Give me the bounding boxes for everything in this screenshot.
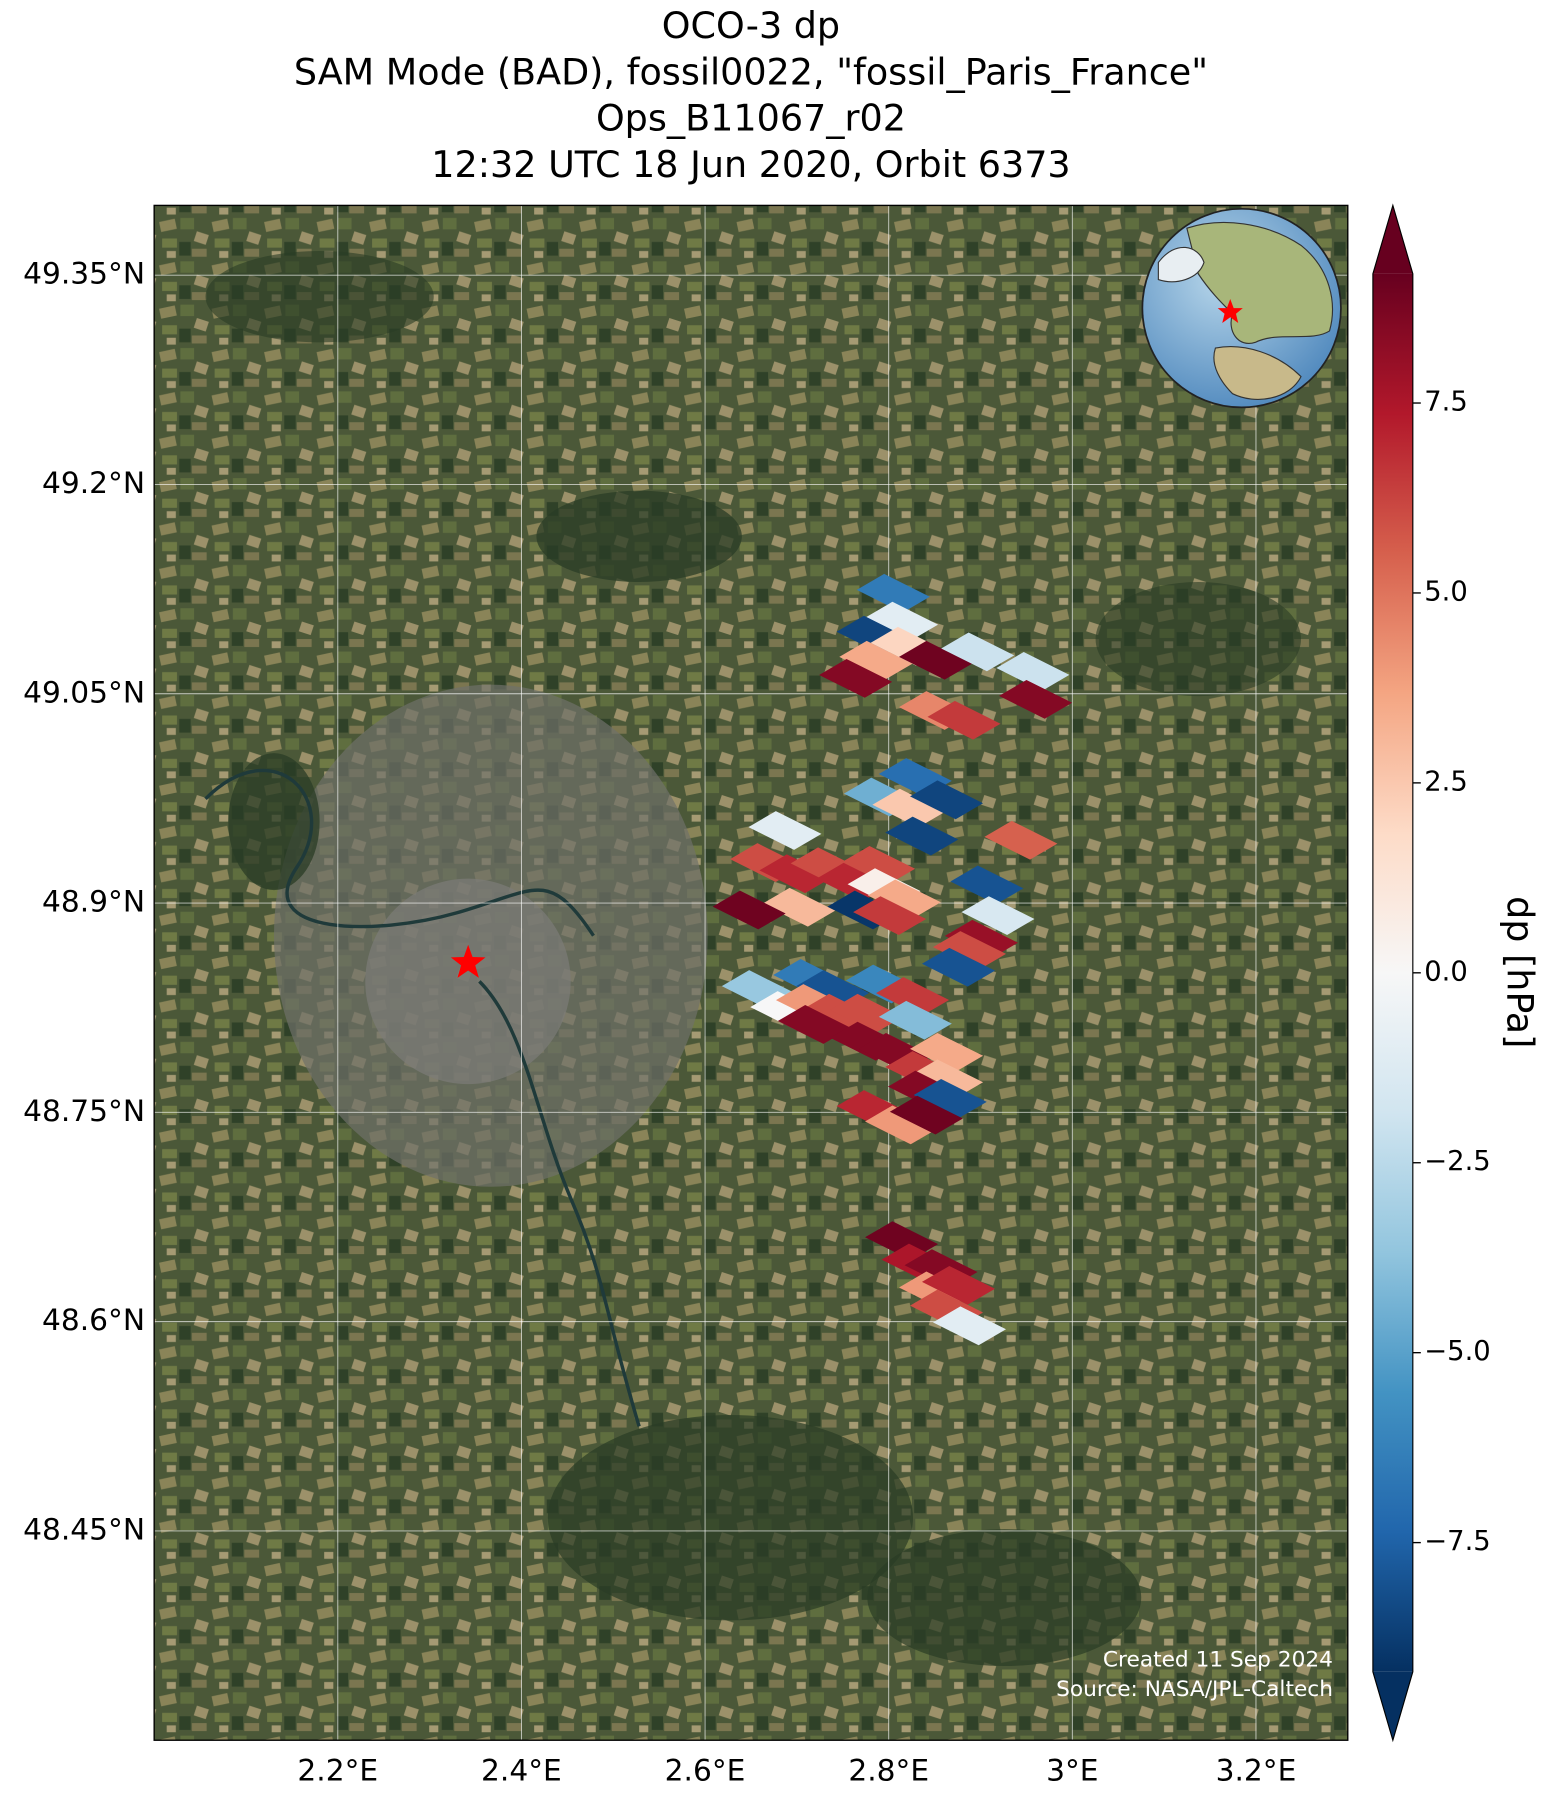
x-tick-label: 2.2°E (297, 1753, 378, 1788)
footprint (996, 652, 1070, 691)
globe-inset (1141, 207, 1342, 409)
x-tick-label: 2.4°E (481, 1753, 562, 1788)
footprint (913, 1078, 987, 1118)
footprint (932, 931, 1007, 970)
footprint (856, 573, 930, 613)
colorbar-body (1372, 273, 1413, 1672)
tick-labels: 2.2°E 2.4°E 2.6°E 2.8°E 3°E 3.2°E 49.35°N 49.2°… (23, 256, 1296, 1788)
footprint (984, 820, 1058, 860)
footprint (853, 896, 927, 936)
colorbar-tick-label: 0.0 (1424, 956, 1468, 987)
axes-frame (153, 204, 1349, 1741)
footprint (830, 993, 904, 1033)
footprint (927, 700, 1001, 740)
y-tick-label: 49.2°N (42, 465, 145, 500)
title-line: Ops_B11067_r02 (596, 96, 906, 139)
footprint (950, 865, 1024, 905)
y-tick-label: 48.75°N (23, 1093, 145, 1128)
footprint (910, 1032, 984, 1072)
footprint (921, 947, 995, 987)
footprint (921, 1265, 995, 1305)
footprint (876, 977, 950, 1016)
footprint (865, 1105, 939, 1145)
footprint (932, 1306, 1007, 1346)
colorbar: −7.5 −5.0 −2.5 0.0 2.5 5.0 7.5 (1372, 203, 1491, 1743)
colorbar-extend (1372, 205, 1413, 274)
y-tick-label: 49.35°N (23, 256, 145, 291)
footprint (762, 887, 836, 927)
y-tick-label: 48.6°N (42, 1302, 145, 1337)
colorbar-tick-label: 2.5 (1424, 766, 1468, 797)
footprint (885, 816, 959, 856)
footprint (941, 632, 1015, 672)
footprint (842, 845, 916, 885)
colorbar-outline (1372, 203, 1414, 1743)
annotation: Source: NASA/JPL-Caltech (1056, 1677, 1333, 1702)
x-tick-label: 3°E (1046, 1753, 1098, 1788)
target-star (450, 944, 486, 978)
x-tick-label: 2.6°E (665, 1753, 746, 1788)
footprint (839, 640, 913, 680)
footprint (910, 1059, 984, 1099)
y-tick-label: 48.9°N (42, 884, 145, 919)
footprint (867, 879, 941, 919)
annotation: Created 11 Sep 2024 (1103, 1647, 1333, 1672)
footprint (899, 640, 973, 680)
colorbar-tick-label: −7.5 (1424, 1526, 1490, 1557)
y-tick-label: 49.05°N (23, 674, 145, 709)
colorbar-tick-label: −5.0 (1424, 1336, 1490, 1367)
footprint (961, 896, 1035, 936)
title-line: SAM Mode (BAD), fossil0022, "fossil_Pari… (294, 51, 1208, 94)
colorbar-label: dp [hPa] (1498, 896, 1541, 1048)
footprints (450, 573, 1073, 1346)
footprint (872, 788, 946, 828)
footprint (999, 679, 1073, 719)
colorbar-tick-label: −2.5 (1424, 1146, 1490, 1177)
footprint (759, 854, 833, 894)
footprint (712, 890, 786, 930)
title-line: 12:32 UTC 18 Jun 2020, Orbit 6373 (431, 143, 1070, 186)
footprint (748, 811, 822, 850)
colorbar-tick-label: 5.0 (1424, 576, 1468, 607)
x-tick-label: 2.8°E (848, 1753, 929, 1788)
footprint (944, 919, 1018, 959)
footprint (910, 780, 984, 820)
y-tick-label: 48.45°N (23, 1511, 145, 1546)
basemap (154, 205, 1348, 1741)
title-line: OCO-3 dp (662, 4, 840, 47)
footprint (777, 1005, 851, 1044)
x-tick-label: 3.2°E (1216, 1753, 1297, 1788)
colorbar-tick-label: 7.5 (1424, 387, 1468, 418)
footprint (865, 601, 939, 641)
footprint (819, 659, 893, 698)
footprint (878, 1000, 952, 1040)
footprint (889, 1095, 963, 1135)
colorbar-extend (1372, 1671, 1413, 1741)
